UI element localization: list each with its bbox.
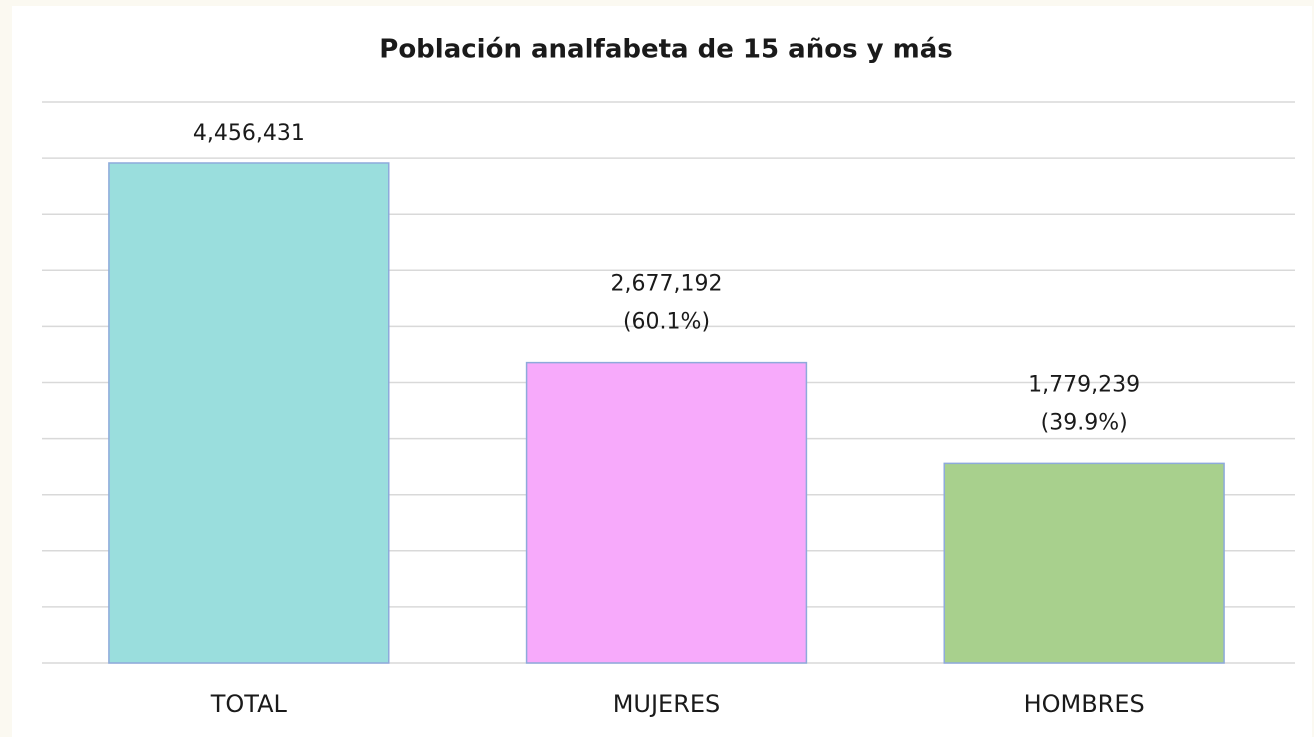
percent-label: (60.1%): [623, 310, 710, 335]
x-tick-label: MUJERES: [613, 690, 721, 718]
x-tick-label: TOTAL: [210, 690, 288, 718]
x-tick-label: HOMBRES: [1024, 690, 1145, 718]
bar: [108, 162, 390, 664]
value-label: 4,456,431: [193, 121, 305, 146]
value-label: 1,779,239: [1028, 372, 1140, 397]
percent-label: (39.9%): [1041, 410, 1128, 435]
chart-title: Población analfabeta de 15 años y más: [379, 35, 952, 65]
bar: [525, 361, 808, 664]
value-label: 2,677,192: [611, 272, 723, 297]
bar: [943, 462, 1225, 664]
